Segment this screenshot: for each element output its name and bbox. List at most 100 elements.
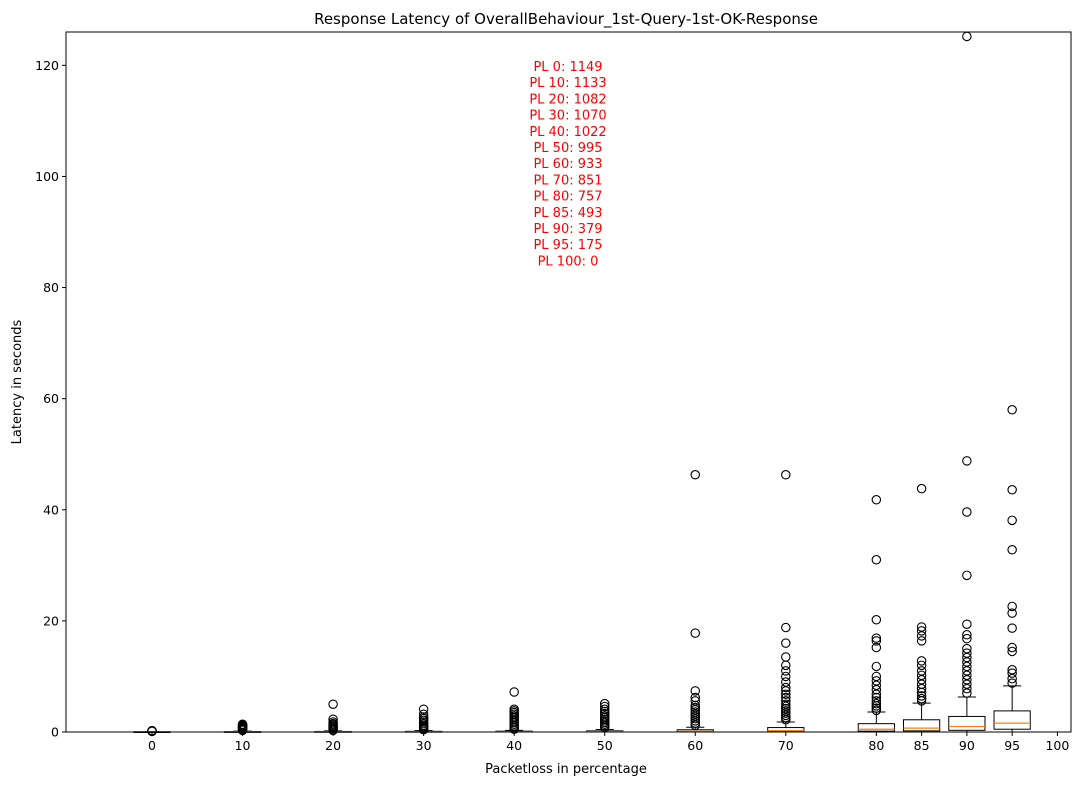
outlier-point (1007, 646, 1017, 657)
outlier-point (781, 696, 791, 706)
outlier-point (871, 703, 882, 713)
outlier-point (328, 699, 338, 709)
outlier-point (781, 671, 791, 682)
outlier-point (328, 714, 338, 724)
outlier-point (781, 470, 791, 480)
x-tick-label: 60 (687, 738, 703, 753)
outlier-point (962, 630, 972, 640)
y-tick-label: 80 (43, 280, 59, 295)
outlier-point (690, 696, 701, 706)
outlier-point (1007, 608, 1017, 618)
annotation-line: PL 85: 493 (533, 206, 602, 221)
annotation-line: PL 50: 995 (533, 141, 602, 156)
outlier-point (871, 555, 882, 565)
outlier-point (916, 666, 927, 676)
outlier-point (418, 709, 429, 719)
outlier-point (916, 656, 927, 666)
box-group (993, 405, 1031, 733)
outlier-point (237, 719, 248, 729)
outlier-point (599, 698, 610, 709)
x-tick-label: 30 (416, 738, 432, 753)
outlier-point (871, 698, 882, 709)
outlier-point (1007, 601, 1017, 612)
box (903, 719, 941, 732)
outlier-point (1007, 515, 1017, 526)
box-group (767, 470, 805, 733)
y-tick-label: 120 (35, 58, 59, 73)
annotation-line: PL 10: 1133 (529, 76, 606, 91)
x-tick-label: 90 (959, 738, 975, 753)
outlier-point (1007, 485, 1017, 495)
x-tick-label: 100 (1045, 738, 1069, 753)
y-tick-label: 20 (43, 613, 59, 628)
box (857, 723, 895, 732)
x-tick-label: 95 (1004, 738, 1020, 753)
box (993, 710, 1031, 730)
outlier-point (871, 696, 882, 706)
outlier-point (781, 666, 791, 676)
chart-title: Response Latency of OverallBehaviour_1st… (314, 10, 818, 29)
annotation-line: PL 80: 757 (533, 190, 602, 205)
outlier-point (690, 707, 701, 717)
outlier-point (1007, 665, 1017, 675)
outlier-point (1007, 545, 1017, 555)
annotation-line: PL 0: 1149 (533, 60, 602, 75)
outlier-point (962, 633, 972, 644)
outlier-point (509, 704, 519, 714)
outlier-point (1007, 668, 1017, 678)
outlier-point (690, 470, 701, 480)
outlier-point (871, 636, 882, 646)
annotation-line: PL 60: 933 (533, 157, 602, 172)
outlier-point (690, 686, 701, 696)
x-tick-label: 70 (778, 738, 794, 753)
outlier-point (962, 456, 972, 466)
x-tick-label: 50 (597, 738, 613, 753)
outlier-point (1007, 678, 1017, 688)
x-tick-label: 40 (506, 738, 522, 753)
annotation-line: PL 90: 379 (533, 222, 602, 237)
outlier-point (781, 638, 791, 648)
outlier-point (599, 704, 610, 714)
outlier-point (418, 704, 429, 714)
outlier-point (509, 687, 519, 697)
outlier-point (781, 677, 791, 687)
outlier-point (690, 692, 701, 703)
annotation-line: PL 95: 175 (533, 238, 602, 253)
outlier-point (690, 700, 701, 711)
x-tick-label: 0 (148, 738, 156, 753)
annotation-line: PL 30: 1070 (529, 109, 606, 124)
outlier-point (328, 717, 338, 727)
box (948, 715, 986, 731)
outlier-point (1007, 405, 1017, 415)
y-tick-label: 60 (43, 391, 59, 406)
outlier-point (871, 671, 882, 682)
outlier-point (1007, 623, 1017, 633)
outlier-point (871, 495, 882, 505)
outlier-point (916, 693, 927, 704)
outlier-point (781, 699, 791, 709)
outlier-point (781, 703, 791, 714)
x-tick-label: 10 (235, 738, 251, 753)
plot-area (133, 31, 1031, 737)
outlier-point (871, 705, 882, 716)
outlier-point (962, 648, 972, 658)
annotation-line: PL 70: 851 (533, 173, 602, 188)
annotation-line: PL 40: 1022 (529, 125, 606, 140)
outlier-point (916, 691, 927, 701)
y-axis-label: Latency in seconds (10, 319, 25, 444)
outlier-point (916, 636, 927, 646)
outlier-point (871, 692, 882, 703)
outlier-point (690, 628, 701, 638)
outlier-point (599, 708, 610, 719)
outlier-point (916, 660, 927, 671)
x-axis-label: Packetloss in percentage (485, 762, 647, 777)
y-tick-label: 100 (35, 169, 59, 184)
plot-frame (65, 31, 1072, 733)
outlier-point (916, 622, 927, 632)
outlier-point (916, 626, 927, 636)
outlier-point (781, 682, 791, 693)
outlier-point (418, 712, 429, 722)
outlier-point (962, 507, 972, 517)
